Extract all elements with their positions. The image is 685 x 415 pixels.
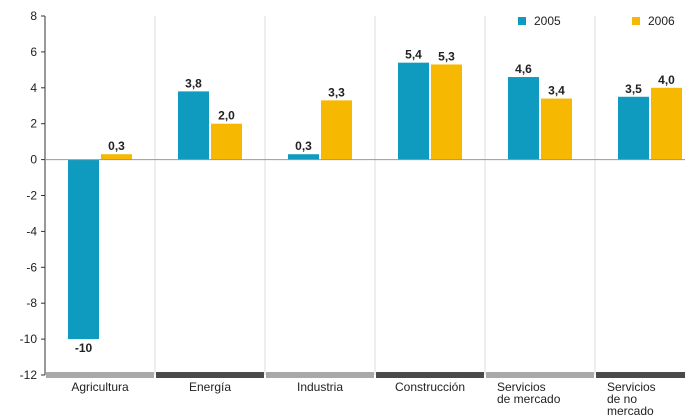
data-label-2005: 5,4	[405, 48, 422, 62]
bar-2005	[68, 159, 99, 340]
category-label: Agricultura	[71, 380, 129, 394]
y-tick-label: -10	[20, 332, 38, 346]
data-label-2005: 3,8	[185, 76, 202, 90]
category-label: Servicios de mercado	[497, 380, 561, 406]
bar-2005	[178, 91, 209, 160]
category-band	[46, 372, 154, 378]
bar-2005	[508, 77, 539, 160]
data-label-2006: 5,3	[438, 49, 455, 63]
data-label-2005: -10	[75, 341, 93, 355]
bar-2006	[101, 154, 132, 160]
bars: -10 0,3 3,8 2,0 0,3 3,3 5,4 5,3 4,6 3,4 3,5 4,0	[68, 48, 682, 355]
legend-label-2006: 2006	[648, 14, 675, 28]
bar-2006	[211, 123, 242, 160]
bar-2006	[321, 100, 352, 160]
y-tick-label: 0	[30, 153, 37, 167]
y-tick-label: -6	[26, 260, 37, 274]
category-band	[266, 372, 374, 378]
y-tick-label: 8	[30, 9, 37, 23]
y-tick-label: 2	[30, 117, 37, 131]
y-tick-label: 6	[30, 45, 37, 59]
bar-2006	[541, 98, 572, 160]
data-label-2006: 2,0	[218, 109, 235, 123]
legend-label-2005: 2005	[534, 14, 561, 28]
data-label-2006: 0,3	[108, 139, 125, 153]
data-label-2005: 3,5	[625, 82, 642, 96]
legend-swatch-2005	[518, 17, 526, 25]
category-label: Servicios de no mercado	[607, 380, 656, 415]
category-label: Construcción	[395, 380, 465, 394]
y-tick-label: 4	[30, 81, 37, 95]
y-tick-label: -8	[26, 296, 37, 310]
category-band	[376, 372, 484, 378]
bar-2005	[288, 154, 319, 160]
category-band	[156, 372, 264, 378]
category-separators	[154, 16, 596, 375]
bar-2005	[618, 96, 649, 160]
legend-swatch-2006	[632, 17, 640, 25]
y-tick-label: -2	[26, 189, 37, 203]
category-band	[596, 372, 685, 378]
data-label-2005: 4,6	[515, 62, 532, 76]
category-labels: Agricultura Energía Industria Construcción S…	[71, 380, 655, 415]
data-label-2006: 3,4	[548, 84, 565, 98]
y-tick-label: -12	[20, 368, 38, 382]
legend: 2005 2006	[518, 14, 675, 28]
data-label-2005: 0,3	[295, 139, 312, 153]
category-label: Energía	[189, 380, 231, 394]
bar-2006	[651, 87, 682, 160]
y-axis-ticks: 8 6 4 2 0 -2 -4 -6 -8 -10 -12	[20, 9, 45, 382]
category-label: Industria	[297, 380, 343, 394]
bar-2006	[431, 64, 462, 160]
category-bands	[46, 372, 685, 378]
bar-2005	[398, 62, 429, 160]
data-label-2006: 4,0	[658, 73, 675, 87]
category-band	[486, 372, 594, 378]
data-label-2006: 3,3	[328, 85, 345, 99]
y-tick-label: -4	[26, 224, 37, 238]
